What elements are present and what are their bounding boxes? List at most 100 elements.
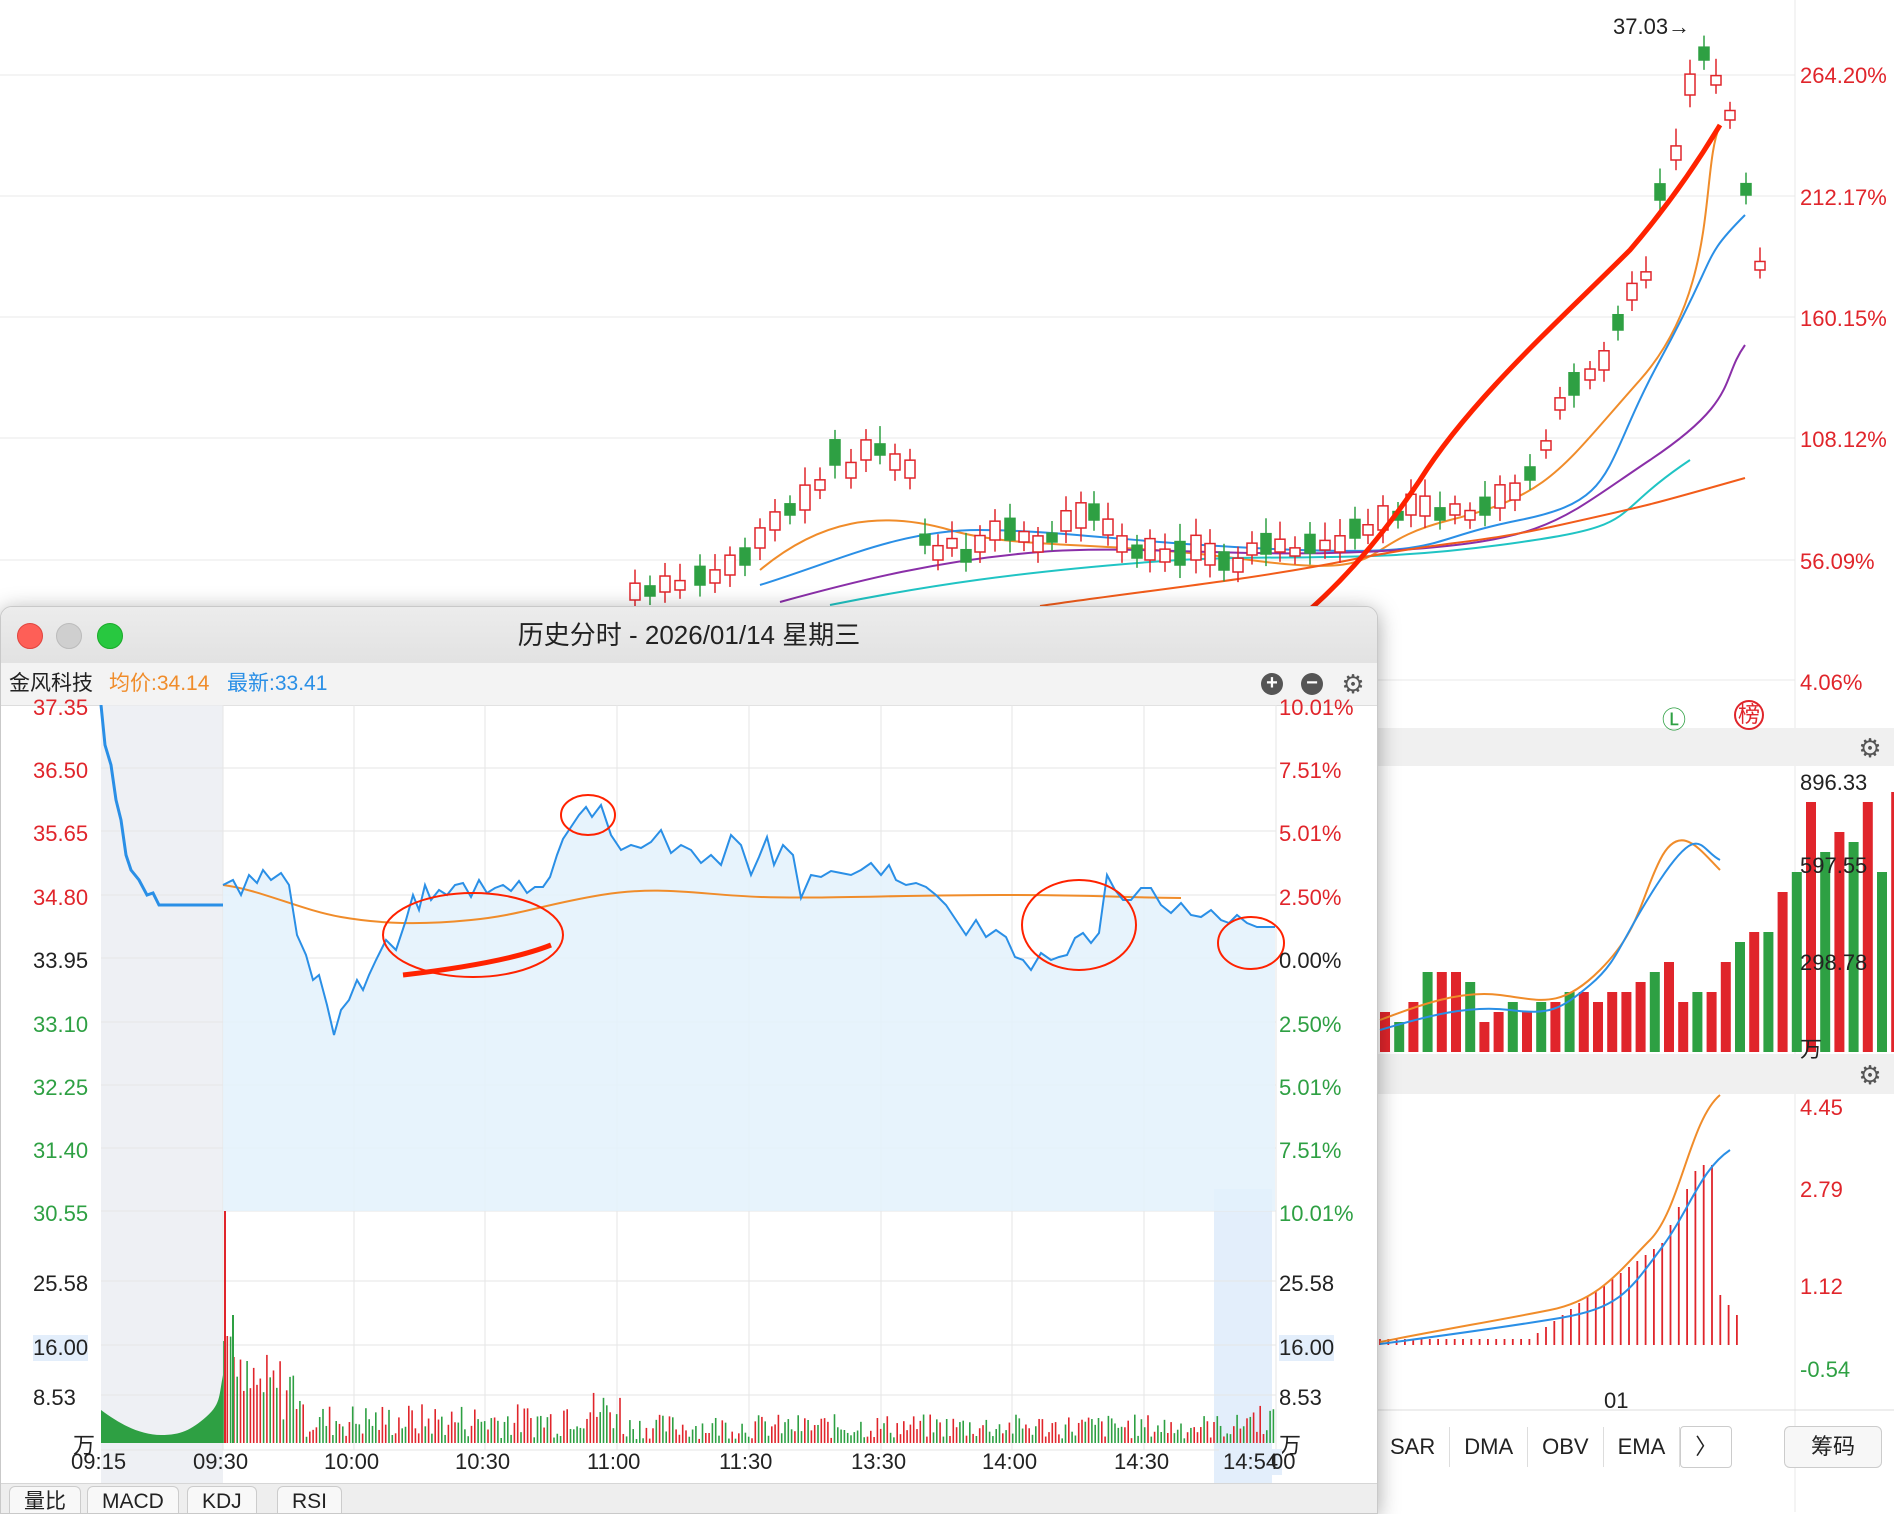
candle-body	[1131, 544, 1143, 559]
tab-sar[interactable]: SAR	[1376, 1427, 1451, 1467]
date-axis-label: 01	[1604, 1388, 1629, 1413]
candle-body	[674, 579, 686, 591]
volume-unit-label: 万	[73, 1433, 96, 1458]
peak-price-label: 37.03→	[1613, 14, 1691, 39]
volume-ma-line	[1379, 839, 1721, 1021]
maximize-button[interactable]	[97, 623, 123, 649]
price-axis-label: 31.40	[33, 1138, 89, 1163]
volume-bar	[1891, 792, 1894, 1052]
candle-body	[960, 548, 972, 563]
close-button[interactable]	[17, 623, 43, 649]
macd-axis-label: -0.54	[1800, 1357, 1851, 1382]
price-axis-label: 37.35	[33, 695, 89, 720]
moving-average-line	[779, 344, 1746, 603]
indicator-tabs: SAR DMA OBV EMA 〉	[1376, 1424, 1733, 1470]
gear-icon[interactable]: ⚙	[1341, 669, 1365, 699]
candle-body	[629, 582, 641, 601]
time-axis-label: 14:00	[982, 1449, 1038, 1474]
candle-body	[1004, 517, 1016, 541]
pct-axis-label: 4.06%	[1800, 670, 1863, 695]
tab-rsi[interactable]: RSI	[277, 1486, 343, 1513]
candle-body	[769, 511, 781, 531]
volume-bar	[1862, 802, 1873, 1052]
minimize-button[interactable]	[56, 623, 82, 649]
time-axis-label: 00	[1271, 1449, 1296, 1474]
percent-axis-label: 10.01%	[1279, 1201, 1354, 1226]
candle-body	[946, 537, 958, 549]
time-axis-label: 09:15	[71, 1449, 127, 1474]
price-axis-label: 33.10	[33, 1012, 89, 1037]
volume-bar	[1877, 872, 1887, 1052]
volume-bar	[1749, 932, 1760, 1052]
candle-body	[1319, 539, 1331, 551]
volume-axis-label: 16.00	[33, 1335, 89, 1361]
candle-body	[694, 565, 706, 586]
volume-bar	[1692, 992, 1703, 1052]
candle-body	[1654, 183, 1666, 201]
candle-body	[1612, 313, 1624, 331]
candle-body	[1698, 46, 1710, 61]
gear-icon[interactable]: ⚙	[1858, 733, 1882, 763]
candle-body	[932, 544, 944, 561]
volume-bar	[1380, 1012, 1390, 1052]
moving-average-line	[829, 459, 1691, 606]
tab-volume-ratio[interactable]: 量比	[9, 1486, 81, 1513]
candle-body	[1349, 518, 1361, 539]
candle-body	[1032, 535, 1044, 553]
candle-body	[860, 439, 872, 461]
percent-axis-label: 5.01%	[1279, 1075, 1342, 1100]
pct-axis-label: 160.15%	[1800, 306, 1887, 331]
rank-badge-icon[interactable]: 榜	[1734, 700, 1764, 730]
chip-distribution-button[interactable]: 筹码	[1784, 1426, 1882, 1468]
candle-body	[1554, 397, 1566, 411]
more-tabs-chevron-icon[interactable]: 〉	[1680, 1426, 1733, 1468]
macd-bars	[1379, 1165, 1738, 1345]
latest-price: 最新:33.41	[227, 672, 328, 695]
time-axis-label: 14:30	[1114, 1449, 1170, 1474]
candle-body	[989, 520, 1001, 541]
candle-body	[1274, 538, 1286, 553]
gear-icon[interactable]: ⚙	[1858, 1060, 1882, 1090]
volume-bar	[1493, 1012, 1504, 1052]
candle-body	[739, 547, 751, 566]
price-axis-label: 32.25	[33, 1075, 89, 1100]
average-price-line	[222, 884, 1182, 925]
candle-body	[1246, 542, 1258, 556]
zoom-out-icon[interactable]: −	[1301, 673, 1323, 695]
volume-axis-label: 16.00	[1279, 1335, 1335, 1361]
tab-obv[interactable]: OBV	[1528, 1427, 1604, 1467]
candle-body	[889, 453, 901, 471]
volume-axis-label: 25.58	[33, 1271, 89, 1296]
candle-body	[1018, 530, 1030, 543]
window-titlebar[interactable]: 历史分时 - 2026/01/14 星期三	[1, 607, 1377, 664]
volume-axis-label: 896.33	[1800, 770, 1868, 795]
candle-body	[1159, 548, 1171, 563]
volume-bar	[1422, 972, 1433, 1052]
volume-bar	[1507, 1002, 1518, 1052]
tab-macd[interactable]: MACD	[87, 1486, 179, 1513]
candle-body	[1710, 74, 1722, 86]
candle-body	[784, 503, 796, 516]
candle-body	[1116, 535, 1128, 553]
candle-body	[1724, 109, 1736, 121]
tab-kdj[interactable]: KDJ	[187, 1486, 257, 1513]
volume-bar	[1536, 1002, 1547, 1052]
volume-unit-label: 万	[1800, 1037, 1823, 1062]
l-badge-icon[interactable]: Ⓛ	[1662, 707, 1686, 734]
macd-axis-label: 1.12	[1800, 1274, 1843, 1299]
candle-body	[1260, 532, 1272, 555]
zoom-in-icon[interactable]: +	[1261, 673, 1283, 695]
candle-body	[829, 439, 841, 466]
auction-price-line	[99, 705, 223, 907]
candle-body	[814, 479, 826, 491]
tab-dma[interactable]: DMA	[1450, 1427, 1529, 1467]
time-axis-label: 14:54	[1219, 1449, 1283, 1475]
volume-bar	[1848, 842, 1859, 1052]
price-axis-label: 35.65	[33, 821, 89, 846]
volume-bar	[1706, 992, 1717, 1052]
tab-ema[interactable]: EMA	[1604, 1427, 1681, 1467]
percent-axis-label: 7.51%	[1279, 1138, 1342, 1163]
volume-bar	[1564, 992, 1575, 1052]
volume-bar	[1635, 982, 1646, 1052]
volume-bar	[1649, 972, 1660, 1052]
